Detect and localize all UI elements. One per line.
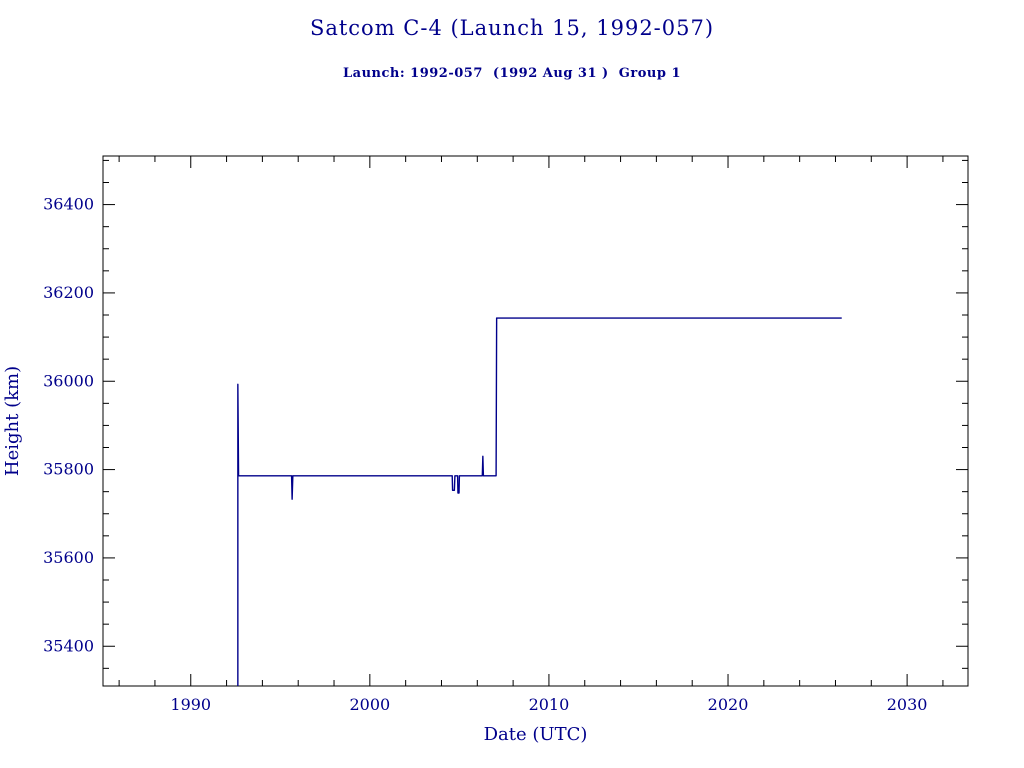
y-axis-title: Height (km) <box>2 366 23 476</box>
y-tick-label: 35400 <box>43 636 94 655</box>
chart-subtitle: Launch: 1992-057 (1992 Aug 31 ) Group 1 <box>343 66 681 81</box>
y-tick-label: 36000 <box>43 371 94 390</box>
y-tick-label: 35800 <box>43 460 94 479</box>
chart-title: Satcom C-4 (Launch 15, 1992-057) <box>309 16 715 40</box>
x-tick-label: 2000 <box>349 695 390 714</box>
x-tick-label: 2030 <box>887 695 928 714</box>
x-axis-title: Date (UTC) <box>484 724 588 745</box>
data-line <box>237 317 842 686</box>
y-tick-label: 36200 <box>43 283 94 302</box>
x-tick-label: 2020 <box>708 695 749 714</box>
y-tick-label: 36400 <box>43 195 94 214</box>
x-tick-label: 1990 <box>170 695 211 714</box>
y-tick-label: 35600 <box>43 548 94 567</box>
x-tick-label: 2010 <box>529 695 570 714</box>
plot-frame <box>102 155 969 687</box>
